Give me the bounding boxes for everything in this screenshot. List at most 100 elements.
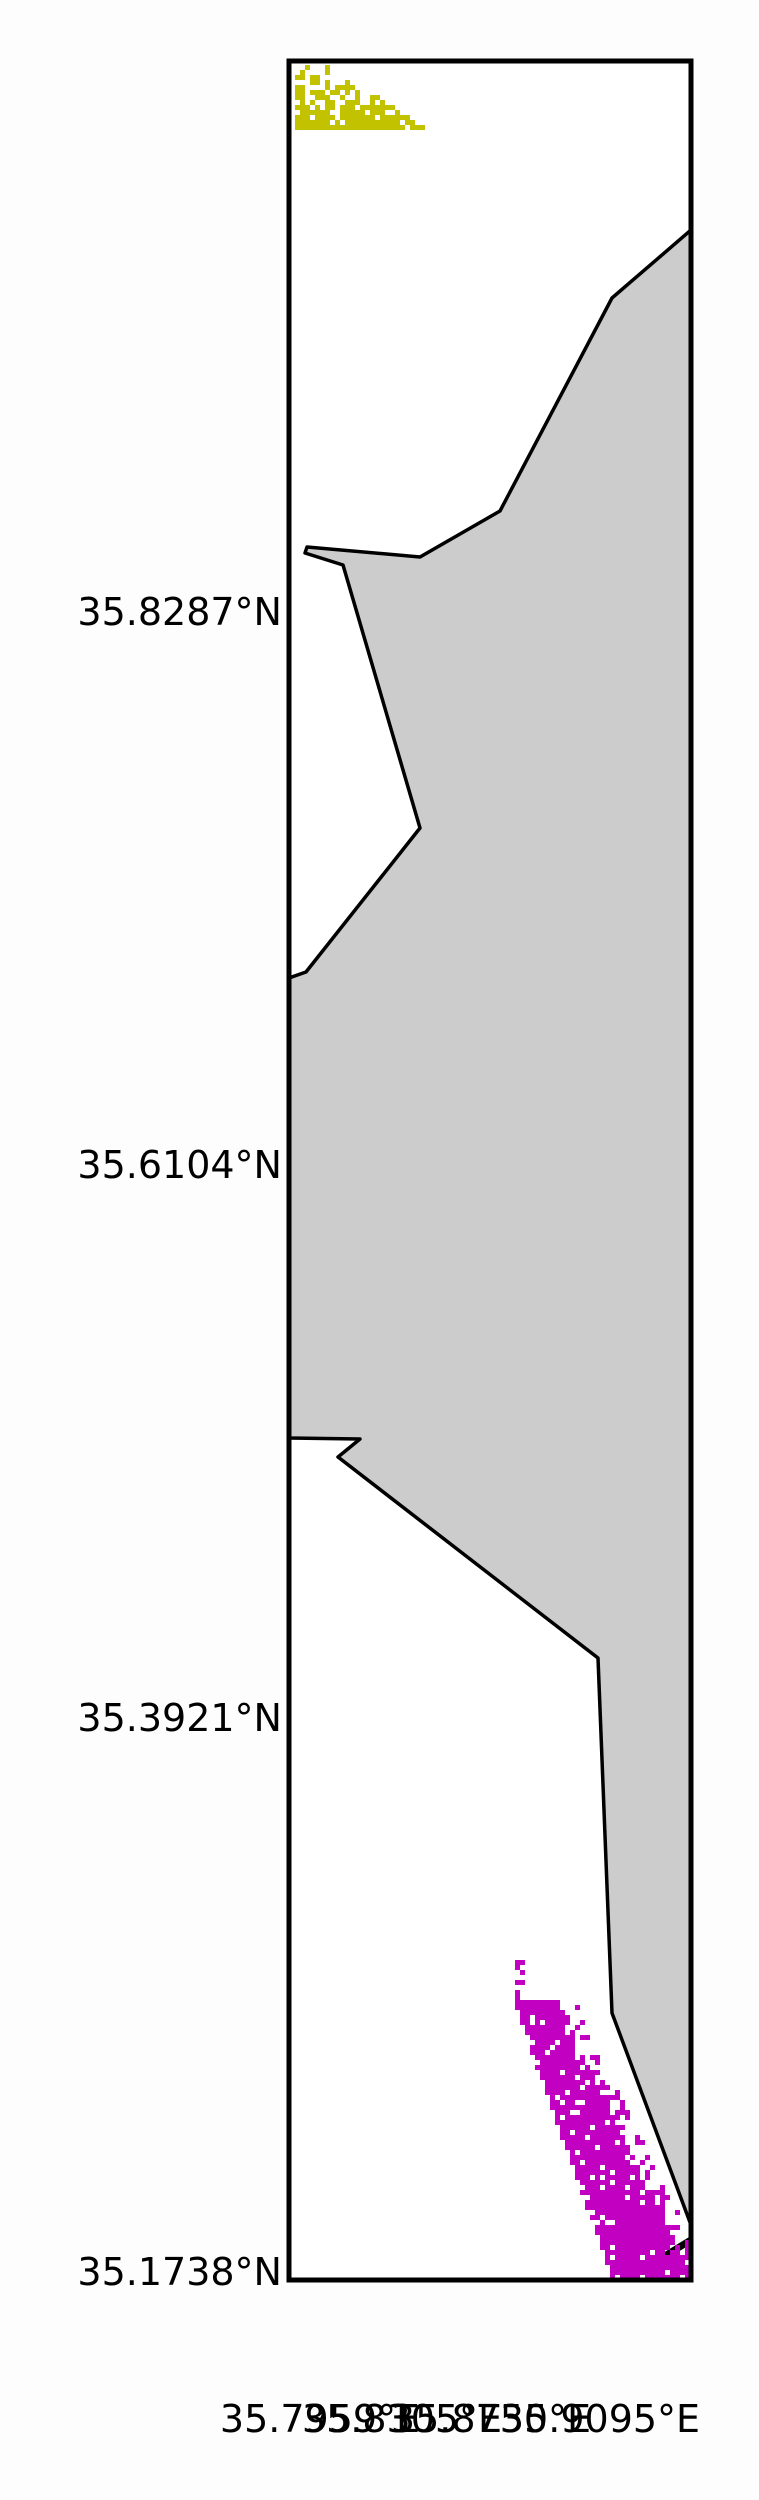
cluster-south-cell: [555, 2015, 560, 2020]
cluster-south-cell: [585, 2155, 590, 2160]
cluster-south-cell: [630, 2235, 635, 2240]
cluster-south-cell: [665, 2265, 670, 2270]
cluster-south-cell: [685, 2270, 690, 2275]
cluster-south-cell: [625, 2225, 630, 2230]
cluster-south-cell: [605, 2200, 610, 2205]
cluster-south-cell: [560, 2105, 565, 2110]
cluster-south-cell: [590, 2090, 595, 2095]
cluster-south-cell: [590, 2165, 595, 2170]
cluster-south-cell: [575, 2085, 580, 2090]
cluster-south-cell: [625, 2220, 630, 2225]
cluster-north-cell: [300, 90, 305, 95]
cluster-south-cell: [615, 2265, 620, 2270]
cluster-south-cell: [620, 2245, 625, 2250]
cluster-south-cell: [610, 2155, 615, 2160]
cluster-south-cell: [560, 2065, 565, 2070]
cluster-south-cell: [650, 2195, 655, 2200]
cluster-south-cell: [595, 2160, 600, 2165]
cluster-south-cell: [620, 2155, 625, 2160]
cluster-south-cell: [585, 2180, 590, 2185]
cluster-south-cell: [590, 2095, 595, 2100]
cluster-south-cell: [535, 2050, 540, 2055]
cluster-north-cell: [385, 120, 390, 125]
cluster-north-cell: [380, 125, 385, 130]
cluster-south-cell: [575, 2160, 580, 2165]
cluster-south-cell: [570, 2120, 575, 2125]
cluster-south-cell: [635, 2260, 640, 2265]
cluster-south-cell: [640, 2265, 645, 2270]
cluster-south-cell: [570, 2050, 575, 2055]
cluster-north-cell: [300, 85, 305, 90]
cluster-north-cell: [320, 90, 325, 95]
cluster-south-cell: [650, 2265, 655, 2270]
cluster-south-cell: [580, 2150, 585, 2155]
cluster-north-cell: [300, 105, 305, 110]
cluster-south-cell: [570, 2075, 575, 2080]
cluster-south-cell: [630, 2190, 635, 2195]
cluster-south-cell: [620, 2210, 625, 2215]
cluster-south-cell: [560, 2060, 565, 2065]
cluster-south-cell: [605, 2215, 610, 2220]
cluster-south-cell: [625, 2165, 630, 2170]
cluster-south-cell: [645, 2260, 650, 2265]
cluster-north-cell: [295, 115, 300, 120]
cluster-north-cell: [350, 115, 355, 120]
cluster-south-cell: [645, 2235, 650, 2240]
cluster-south-cell: [590, 2185, 595, 2190]
cluster-south-cell: [545, 2060, 550, 2065]
cluster-south-cell: [570, 2100, 575, 2105]
cluster-north-cell: [380, 110, 385, 115]
cluster-south-cell: [590, 2195, 595, 2200]
cluster-south-cell: [590, 2145, 595, 2150]
cluster-south-cell: [545, 2045, 550, 2050]
cluster-south-cell: [540, 2000, 545, 2005]
cluster-south-cell: [570, 2125, 575, 2130]
cluster-south-cell: [595, 2165, 600, 2170]
cluster-south-cell: [645, 2265, 650, 2270]
cluster-south-cell: [655, 2220, 660, 2225]
cluster-north-cell: [315, 95, 320, 100]
cluster-north-cell: [405, 115, 410, 120]
cluster-south-cell: [595, 2060, 600, 2065]
cluster-north-cell: [295, 120, 300, 125]
cluster-north-cell: [310, 110, 315, 115]
cluster-south-cell: [565, 2050, 570, 2055]
cluster-south-cell: [570, 2080, 575, 2085]
cluster-south-cell: [660, 2210, 665, 2215]
cluster-south-cell: [640, 2220, 645, 2225]
cluster-north-cell: [300, 115, 305, 120]
cluster-north-cell: [355, 95, 360, 100]
cluster-south-cell: [615, 2135, 620, 2140]
cluster-south-cell: [630, 2165, 635, 2170]
cluster-south-cell: [590, 2180, 595, 2185]
cluster-south-cell: [665, 2255, 670, 2260]
cluster-south-cell: [580, 2125, 585, 2130]
cluster-south-cell: [550, 2090, 555, 2095]
cluster-north-cell: [355, 100, 360, 105]
cluster-south-cell: [545, 2005, 550, 2010]
cluster-south-cell: [675, 2255, 680, 2260]
cluster-north-cell: [340, 110, 345, 115]
cluster-south-cell: [620, 2165, 625, 2170]
cluster-south-cell: [585, 2115, 590, 2120]
cluster-south-cell: [555, 2000, 560, 2005]
cluster-south-cell: [625, 2245, 630, 2250]
cluster-south-cell: [580, 2130, 585, 2135]
cluster-south-cell: [575, 2060, 580, 2065]
cluster-north-cell: [350, 105, 355, 110]
cluster-south-cell: [630, 2260, 635, 2265]
cluster-south-cell: [560, 2050, 565, 2055]
cluster-south-cell: [565, 2105, 570, 2110]
cluster-south-cell: [560, 2035, 565, 2040]
cluster-south-cell: [635, 2250, 640, 2255]
cluster-south-cell: [615, 2130, 620, 2135]
cluster-south-cell: [590, 2080, 595, 2085]
cluster-south-cell: [555, 2100, 560, 2105]
cluster-south-cell: [540, 2075, 545, 2080]
cluster-south-cell: [655, 2240, 660, 2245]
cluster-north-cell: [345, 80, 350, 85]
cluster-south-cell: [615, 2150, 620, 2155]
cluster-south-cell: [670, 2260, 675, 2265]
cluster-south-cell: [635, 2190, 640, 2195]
cluster-south-cell: [595, 2140, 600, 2145]
